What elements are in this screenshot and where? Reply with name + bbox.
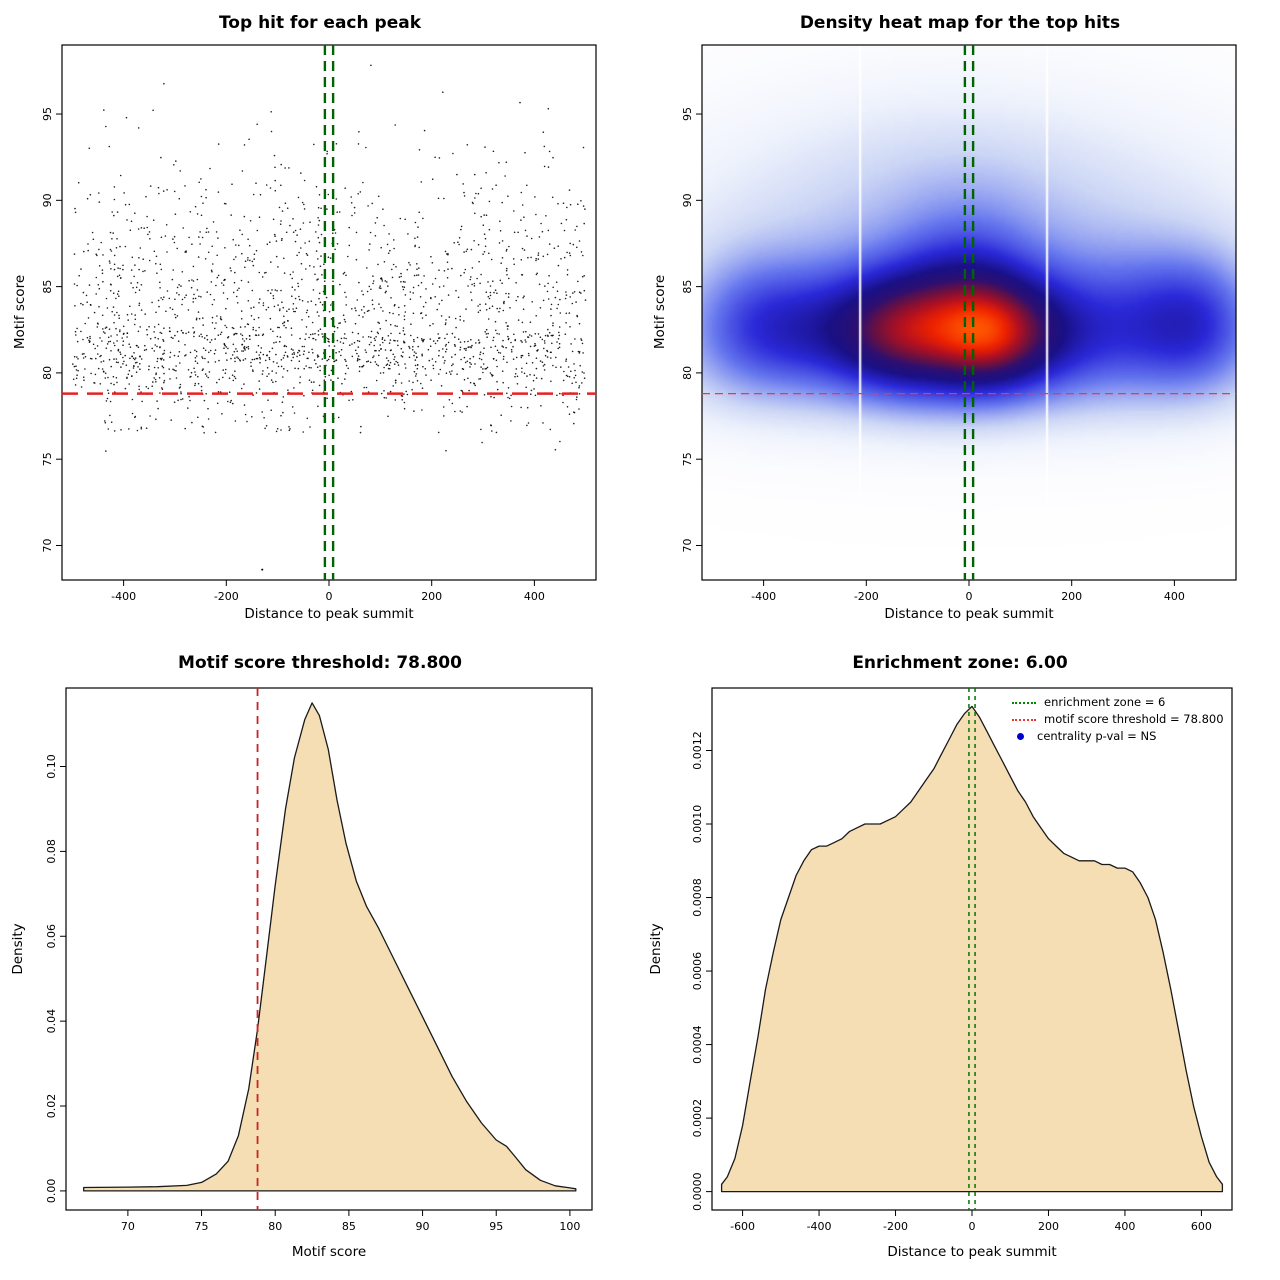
svg-text:75: 75 bbox=[41, 452, 54, 466]
x-axis-title: Motif score bbox=[291, 1244, 367, 1260]
svg-text:0.0002: 0.0002 bbox=[691, 1099, 704, 1138]
svg-text:0.0004: 0.0004 bbox=[691, 1025, 704, 1064]
svg-text:600: 600 bbox=[1191, 1220, 1212, 1233]
dot-icon bbox=[1017, 733, 1024, 740]
svg-text:80: 80 bbox=[681, 366, 694, 380]
svg-text:90: 90 bbox=[681, 193, 694, 207]
svg-text:70: 70 bbox=[121, 1220, 135, 1233]
svg-text:0: 0 bbox=[326, 590, 333, 603]
svg-text:400: 400 bbox=[1114, 1220, 1135, 1233]
svg-text:-200: -200 bbox=[214, 590, 239, 603]
distance-density-plot: -600 -400 -200 0 200 400 600 0.0000 0.0002 0.0004… bbox=[691, 687, 1233, 1233]
svg-text:-400: -400 bbox=[807, 1220, 832, 1233]
svg-text:-600: -600 bbox=[730, 1220, 755, 1233]
svg-text:0.02: 0.02 bbox=[45, 1094, 58, 1119]
svg-text:0.10: 0.10 bbox=[45, 754, 58, 779]
svg-text:70: 70 bbox=[41, 538, 54, 552]
svg-text:0.0010: 0.0010 bbox=[691, 805, 704, 844]
svg-text:95: 95 bbox=[41, 107, 54, 121]
legend-label: centrality p-val = NS bbox=[1037, 729, 1157, 743]
legend: enrichment zone = 6 motif score threshol… bbox=[1012, 694, 1224, 745]
svg-text:95: 95 bbox=[681, 107, 694, 121]
panel-score-density: 70 75 80 85 90 95 100 0.00 0.02 0.04 0.06 0.08 0.10 … bbox=[0, 640, 640, 1280]
svg-text:75: 75 bbox=[195, 1220, 209, 1233]
svg-text:85: 85 bbox=[41, 280, 54, 294]
dotted-line-icon bbox=[1012, 701, 1036, 704]
panel-distance-density: -600 -400 -200 0 200 400 600 0.0000 0.0002 0.0004… bbox=[640, 640, 1280, 1280]
chart-title: Density heat map for the top hits bbox=[799, 13, 1121, 33]
chart-title: Enrichment zone: 6.00 bbox=[852, 653, 1068, 673]
svg-text:0.0012: 0.0012 bbox=[691, 731, 704, 769]
svg-text:-400: -400 bbox=[111, 590, 136, 603]
svg-text:0.0000: 0.0000 bbox=[691, 1172, 704, 1211]
svg-text:0: 0 bbox=[969, 1220, 976, 1233]
svg-text:70: 70 bbox=[681, 538, 694, 552]
legend-item-enrichment-zone: enrichment zone = 6 bbox=[1012, 694, 1224, 711]
svg-text:85: 85 bbox=[342, 1220, 356, 1233]
y-axis-title: Density bbox=[648, 923, 664, 975]
svg-text:400: 400 bbox=[1164, 590, 1185, 603]
svg-text:75: 75 bbox=[681, 452, 694, 466]
svg-text:200: 200 bbox=[1061, 590, 1082, 603]
svg-text:0: 0 bbox=[966, 590, 973, 603]
svg-text:0.00: 0.00 bbox=[45, 1179, 58, 1204]
svg-text:90: 90 bbox=[41, 193, 54, 207]
svg-text:-200: -200 bbox=[883, 1220, 908, 1233]
y-axis-title: Density bbox=[10, 923, 26, 975]
svg-text:85: 85 bbox=[681, 280, 694, 294]
svg-text:-200: -200 bbox=[854, 590, 879, 603]
y-axis-title: Motif score bbox=[652, 274, 668, 350]
panel-density-heatmap: -400 -200 0 200 400 70 75 80 85 90 95 Density heat… bbox=[640, 0, 1280, 640]
svg-text:-400: -400 bbox=[751, 590, 776, 603]
svg-text:400: 400 bbox=[524, 590, 545, 603]
score-density-plot: 70 75 80 85 90 95 100 0.00 0.02 0.04 0.06 0.08 0.10 bbox=[45, 687, 593, 1233]
svg-text:200: 200 bbox=[421, 590, 442, 603]
legend-label: motif score threshold = 78.800 bbox=[1044, 712, 1224, 726]
svg-text:95: 95 bbox=[489, 1220, 503, 1233]
svg-text:0.0008: 0.0008 bbox=[691, 878, 704, 917]
svg-text:80: 80 bbox=[41, 366, 54, 380]
legend-item-centrality-pval: centrality p-val = NS bbox=[1012, 728, 1224, 745]
x-axis-title: Distance to peak summit bbox=[884, 606, 1054, 622]
x-axis-title: Distance to peak summit bbox=[244, 606, 414, 622]
scatter-plot: -400 -200 0 200 400 70 75 80 85 90 95 bbox=[41, 44, 597, 603]
svg-text:200: 200 bbox=[1038, 1220, 1059, 1233]
chart-title: Motif score threshold: 78.800 bbox=[178, 653, 462, 673]
svg-text:0.06: 0.06 bbox=[45, 924, 58, 949]
svg-text:80: 80 bbox=[268, 1220, 282, 1233]
y-axis-title: Motif score bbox=[12, 274, 28, 350]
heatmap-plot: -400 -200 0 200 400 70 75 80 85 90 95 bbox=[681, 44, 1237, 603]
chart-title: Top hit for each peak bbox=[218, 13, 422, 33]
svg-text:90: 90 bbox=[416, 1220, 430, 1233]
x-axis-title: Distance to peak summit bbox=[887, 1244, 1057, 1260]
heatmap-canvas bbox=[702, 45, 1236, 580]
legend-item-score-threshold: motif score threshold = 78.800 bbox=[1012, 711, 1224, 728]
svg-text:0.0006: 0.0006 bbox=[691, 952, 704, 991]
svg-text:100: 100 bbox=[559, 1220, 580, 1233]
legend-label: enrichment zone = 6 bbox=[1044, 695, 1166, 709]
svg-text:0.08: 0.08 bbox=[45, 839, 58, 864]
panel-top-hits-scatter: -400 -200 0 200 400 70 75 80 85 90 95 Top hit for … bbox=[0, 0, 640, 640]
svg-text:0.04: 0.04 bbox=[45, 1009, 58, 1034]
dotted-line-icon bbox=[1012, 718, 1036, 721]
